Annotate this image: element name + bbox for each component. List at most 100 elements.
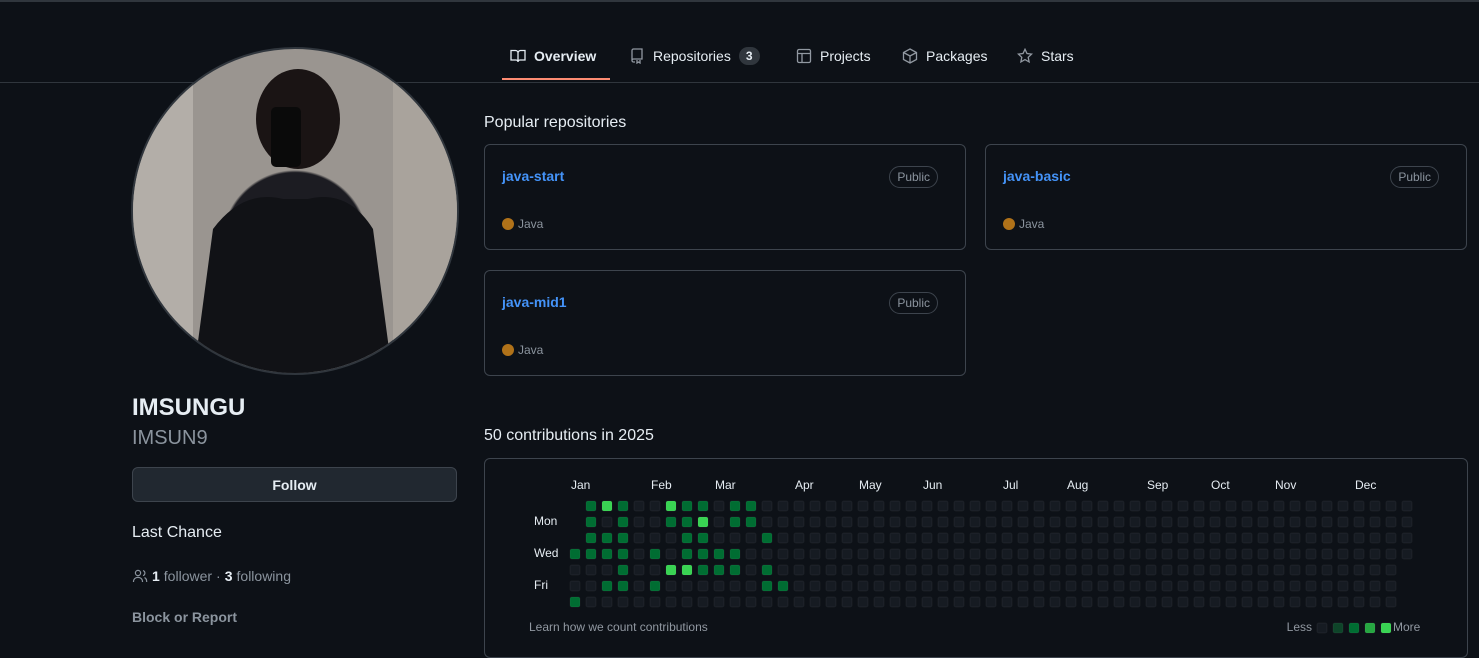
month-label: Apr <box>795 478 814 492</box>
contribution-cell <box>1289 500 1301 512</box>
contribution-cell <box>1033 500 1045 512</box>
contribution-cell <box>969 532 981 544</box>
contribution-cell <box>921 596 933 608</box>
tab-underline <box>502 78 610 80</box>
contribution-cell <box>1257 596 1269 608</box>
repo-name[interactable]: java-basic <box>1003 168 1071 184</box>
contribution-cell <box>905 532 917 544</box>
tab[interactable]: Packages <box>902 46 987 66</box>
contribution-cell <box>761 596 773 608</box>
language-name: Java <box>1019 217 1045 231</box>
contribution-cell <box>1177 532 1189 544</box>
tab[interactable]: Stars <box>1017 46 1074 66</box>
contribution-cell <box>809 548 821 560</box>
contribution-cell <box>857 532 869 544</box>
contribution-cell <box>777 548 789 560</box>
follower-count[interactable]: 1 <box>152 568 160 584</box>
contribution-cell <box>1305 548 1317 560</box>
contribution-cell <box>1081 500 1093 512</box>
contribution-cell <box>1161 548 1173 560</box>
contribution-cell <box>1097 516 1109 528</box>
contribution-cell <box>841 532 853 544</box>
contribution-cell <box>745 564 757 576</box>
following-count[interactable]: 3 <box>224 568 233 584</box>
tab[interactable]: Projects <box>796 46 871 66</box>
follower-label[interactable]: follower <box>163 568 213 584</box>
contribution-cell <box>1081 564 1093 576</box>
contribution-cell <box>857 564 869 576</box>
contribution-cell <box>1385 532 1397 544</box>
contribution-cell <box>617 564 629 576</box>
contribution-cell <box>713 516 725 528</box>
repo-card: java-basic Public Java <box>985 144 1467 250</box>
month-label: Jan <box>571 478 590 492</box>
contribution-cell <box>729 596 741 608</box>
contribution-cell <box>1321 564 1333 576</box>
contribution-cell <box>1257 580 1269 592</box>
contribution-cell <box>665 516 677 528</box>
day-label: Fri <box>534 578 548 592</box>
contribution-cell <box>1097 532 1109 544</box>
contribution-cell <box>1241 516 1253 528</box>
contribution-cell <box>1081 580 1093 592</box>
month-label: May <box>859 478 882 492</box>
contribution-cell <box>633 548 645 560</box>
contribution-cell <box>777 516 789 528</box>
contribution-cell <box>793 596 805 608</box>
legend-cell <box>1332 622 1344 634</box>
contribution-cell <box>985 596 997 608</box>
contribution-cell <box>1321 516 1333 528</box>
separator: · <box>216 568 221 584</box>
contribution-cell <box>905 548 917 560</box>
repo-name[interactable]: java-mid1 <box>502 294 567 310</box>
block-link[interactable]: Block or Report <box>132 609 238 625</box>
contribution-cell <box>1113 532 1125 544</box>
contribution-cell <box>873 564 885 576</box>
contribution-cell <box>905 500 917 512</box>
contribution-cell <box>1257 532 1269 544</box>
tab[interactable]: Overview <box>510 46 596 66</box>
contribution-cell <box>841 516 853 528</box>
contribution-cell <box>809 580 821 592</box>
contribution-cell <box>601 532 613 544</box>
tab[interactable]: Repositories 3 <box>629 46 760 66</box>
contribution-cell <box>1273 596 1285 608</box>
contribution-cell <box>617 500 629 512</box>
avatar <box>131 47 459 375</box>
contribution-cell <box>921 564 933 576</box>
contribution-cell <box>1225 564 1237 576</box>
month-label: Sep <box>1147 478 1169 492</box>
contribution-cell <box>1225 516 1237 528</box>
contribution-cell <box>1241 580 1253 592</box>
contribution-cell <box>1289 564 1301 576</box>
contribution-cell <box>1241 564 1253 576</box>
contribution-cell <box>585 516 597 528</box>
contribution-cell <box>921 500 933 512</box>
follow-button[interactable]: Follow <box>132 467 457 502</box>
contribution-cell <box>985 564 997 576</box>
contribution-cell <box>825 548 837 560</box>
contribution-cell <box>937 564 949 576</box>
contribution-cell <box>793 548 805 560</box>
following-label[interactable]: following <box>236 568 291 584</box>
contribution-cell <box>601 564 613 576</box>
contribution-cell <box>953 580 965 592</box>
contribution-cell <box>937 500 949 512</box>
repo-name[interactable]: java-start <box>502 168 565 184</box>
contribution-cell <box>825 580 837 592</box>
tab-label: Repositories <box>653 48 731 64</box>
contribution-cell <box>1113 548 1125 560</box>
contribution-cell <box>633 596 645 608</box>
contribution-cell <box>1193 580 1205 592</box>
contribution-cell <box>1017 532 1029 544</box>
contribution-cell <box>649 500 661 512</box>
contribution-cell <box>1193 532 1205 544</box>
contribution-cell <box>697 516 709 528</box>
contribution-cell <box>1145 548 1157 560</box>
contribution-cell <box>1161 516 1173 528</box>
contribution-cell <box>985 500 997 512</box>
contribution-cell <box>1161 500 1173 512</box>
contribution-cell <box>905 596 917 608</box>
contribution-cell <box>873 500 885 512</box>
contribution-cell <box>1289 580 1301 592</box>
